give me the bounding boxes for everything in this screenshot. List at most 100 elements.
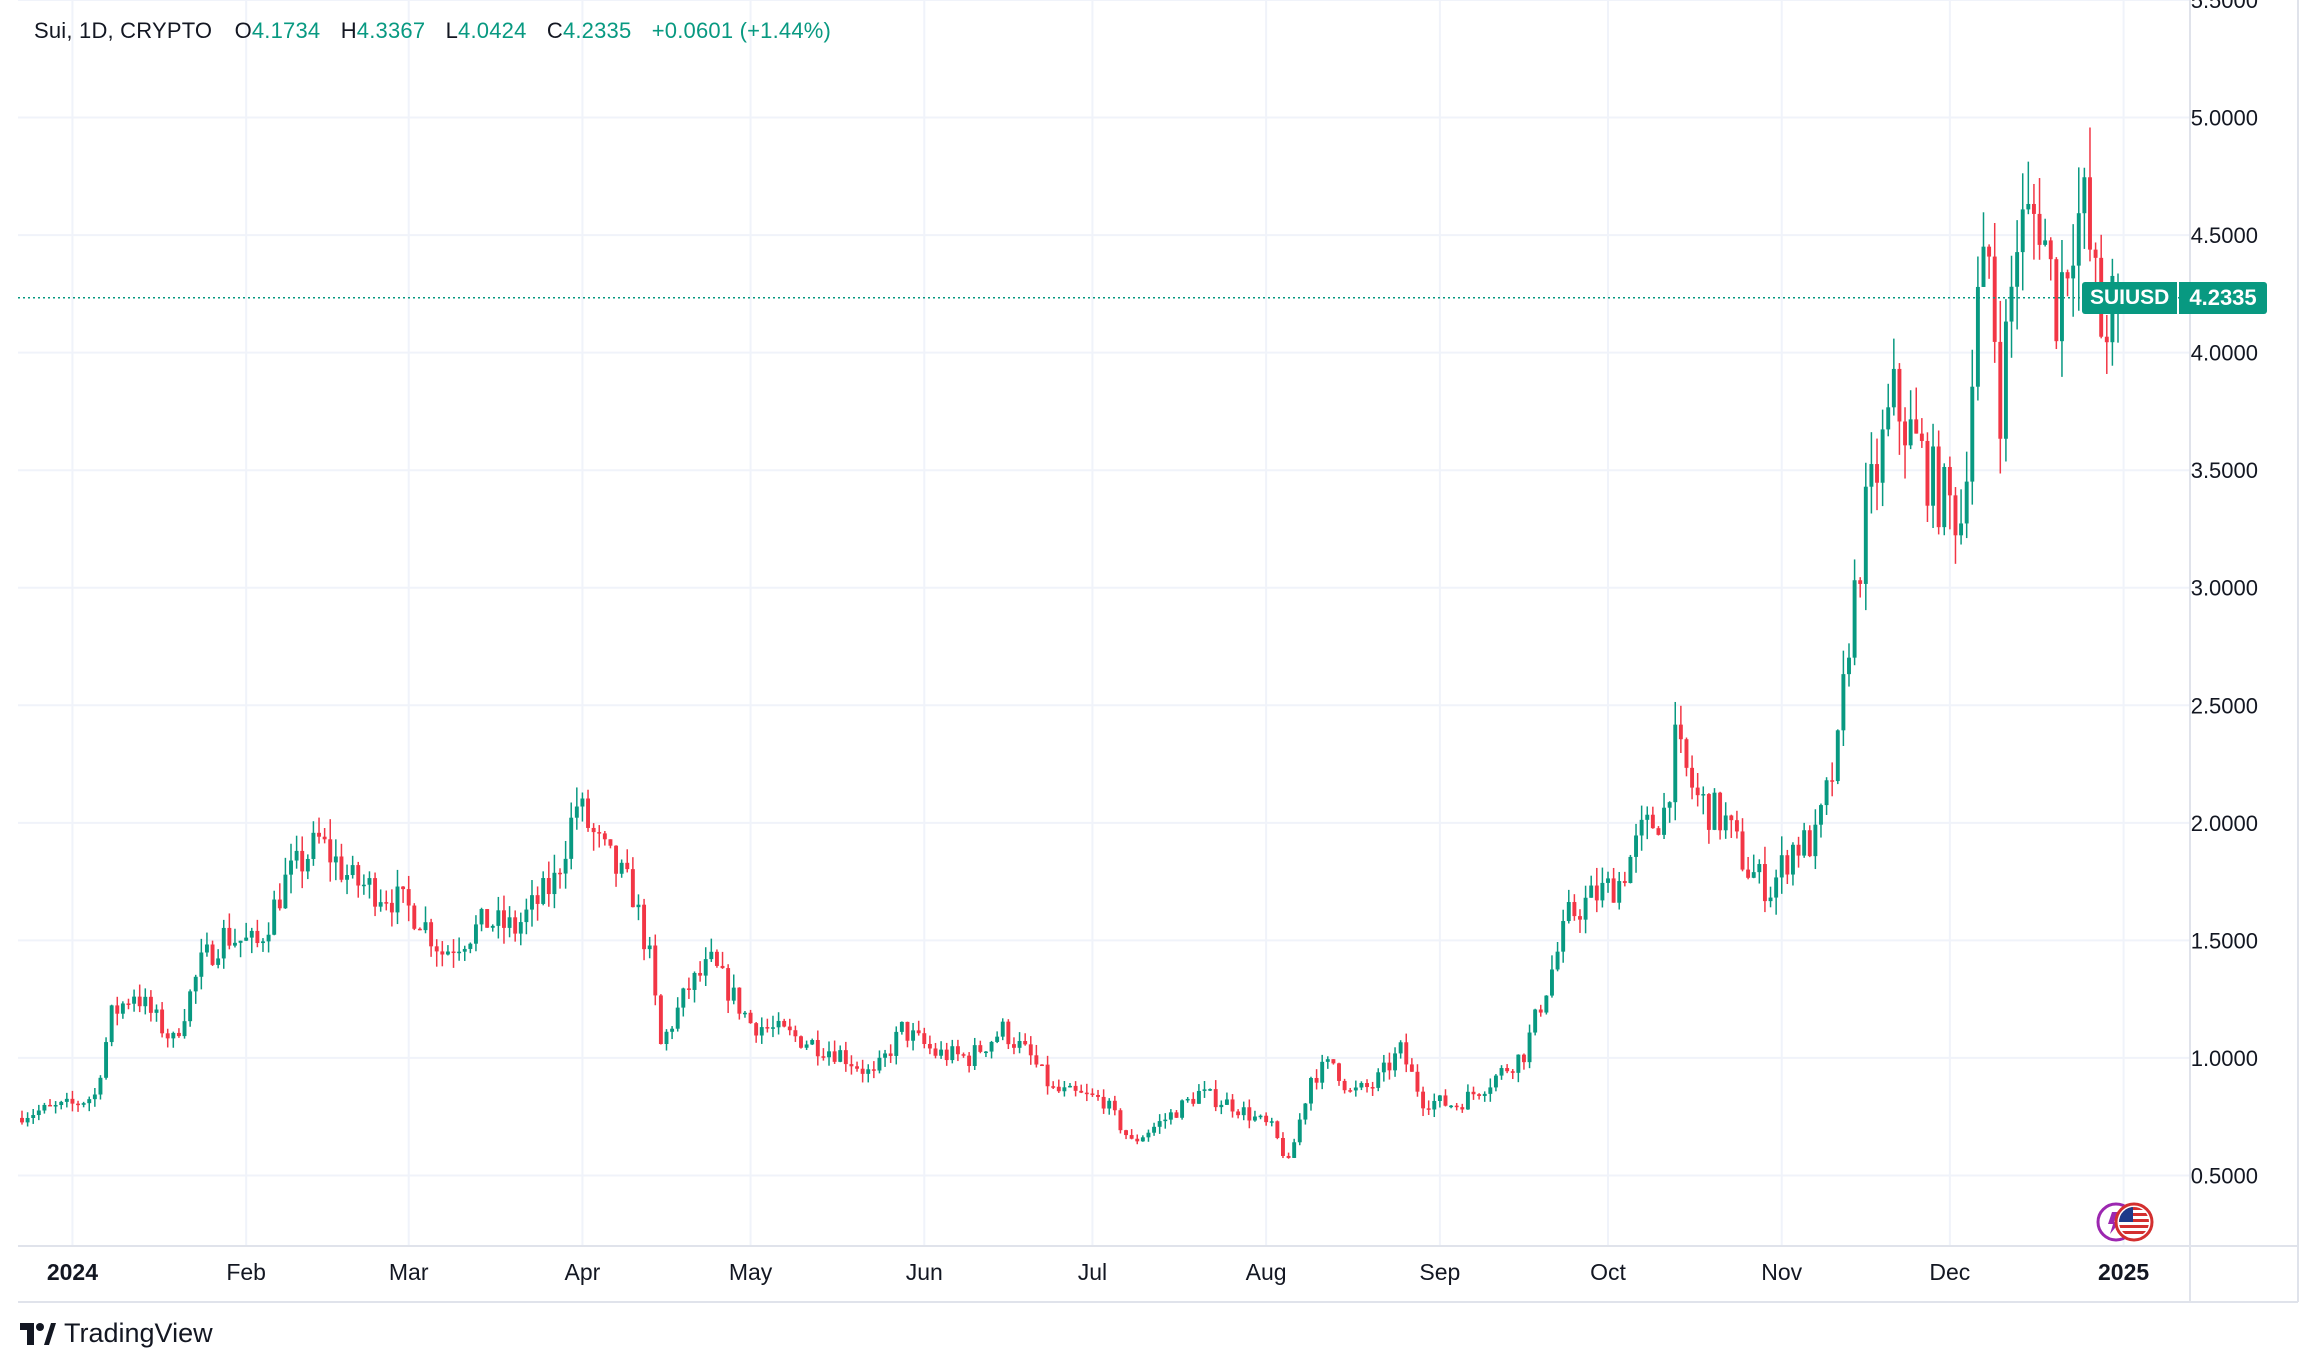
candle-body bbox=[2093, 249, 2098, 258]
candle-body bbox=[1723, 815, 1728, 831]
candle-body bbox=[698, 972, 703, 976]
candle-body bbox=[855, 1066, 859, 1069]
candle-body bbox=[558, 872, 562, 875]
candle-body bbox=[1376, 1072, 1381, 1088]
candle-body bbox=[518, 922, 523, 934]
candle-body bbox=[1813, 824, 1818, 857]
candle-body bbox=[843, 1050, 848, 1065]
y-tick-label: 4.5000 bbox=[2191, 223, 2258, 248]
candle-body bbox=[1998, 341, 2003, 439]
candle-body bbox=[776, 1020, 781, 1028]
candle-body bbox=[1090, 1093, 1095, 1095]
candle-body bbox=[1774, 877, 1779, 898]
us-flag-icon[interactable] bbox=[2114, 1202, 2154, 1242]
candle-body bbox=[1555, 951, 1560, 970]
candle-body bbox=[2104, 336, 2109, 343]
candle-body bbox=[1516, 1054, 1521, 1073]
candle-body bbox=[1331, 1059, 1336, 1064]
candle-body bbox=[423, 922, 428, 931]
candle-body bbox=[272, 899, 277, 935]
candle-body bbox=[1465, 1091, 1470, 1110]
candle-body bbox=[675, 1007, 680, 1029]
candle-body bbox=[1079, 1090, 1084, 1093]
candle-body bbox=[1320, 1061, 1325, 1083]
candle-body bbox=[1729, 815, 1734, 821]
candle-body bbox=[905, 1021, 910, 1041]
candle-body bbox=[793, 1030, 798, 1037]
candle-body bbox=[1746, 869, 1751, 878]
currency-flags[interactable] bbox=[2096, 1200, 2156, 1244]
candle-body bbox=[1712, 792, 1717, 830]
candle-body bbox=[1359, 1083, 1364, 1088]
candle-body bbox=[681, 988, 686, 1008]
candle-body bbox=[2060, 272, 2064, 342]
candle-body bbox=[1286, 1155, 1291, 1158]
legend-high-label: H bbox=[340, 18, 357, 43]
grid-lines bbox=[18, 0, 2190, 1246]
candle-body bbox=[468, 943, 473, 949]
x-tick-label: May bbox=[729, 1259, 773, 1285]
candle-body bbox=[490, 925, 495, 928]
candle-body bbox=[1925, 440, 1930, 506]
candle-body bbox=[1129, 1135, 1134, 1139]
candle-body bbox=[328, 839, 333, 863]
candle-body bbox=[1863, 486, 1868, 584]
tradingview-brand[interactable]: TradingView bbox=[20, 1318, 213, 1349]
candle-body bbox=[457, 951, 462, 954]
candle-body bbox=[1589, 885, 1594, 898]
candle-body bbox=[849, 1064, 854, 1067]
candle-body bbox=[1869, 464, 1874, 487]
candle-body bbox=[1886, 407, 1891, 430]
candle-body bbox=[989, 1041, 994, 1052]
candle-body bbox=[1297, 1119, 1302, 1143]
candle-body bbox=[586, 798, 590, 828]
candle-body bbox=[2082, 177, 2087, 214]
candle-body bbox=[877, 1057, 882, 1071]
legend-open-value: 4.1734 bbox=[251, 18, 321, 43]
candle-body bbox=[1437, 1095, 1442, 1101]
candle-body bbox=[1768, 897, 1773, 902]
candle-body bbox=[726, 968, 731, 1001]
candle-body bbox=[720, 965, 725, 969]
candle-body bbox=[574, 806, 579, 818]
candle-body bbox=[894, 1031, 899, 1056]
candle-body bbox=[1365, 1083, 1369, 1088]
candle-body bbox=[995, 1036, 1000, 1042]
candle-body bbox=[81, 1103, 86, 1105]
candle-body bbox=[1353, 1087, 1358, 1091]
candle-body bbox=[305, 858, 310, 872]
candle-body bbox=[1342, 1080, 1347, 1091]
candle-body bbox=[92, 1094, 97, 1100]
candle-body bbox=[2031, 203, 2036, 214]
candles bbox=[20, 127, 2120, 1159]
candle-body bbox=[36, 1110, 41, 1116]
candle-body bbox=[1152, 1126, 1157, 1133]
candle-body bbox=[2037, 213, 2042, 245]
candle-body bbox=[485, 909, 490, 928]
candle-body bbox=[277, 899, 282, 909]
y-tick-label: 3.5000 bbox=[2191, 458, 2258, 483]
candle-body bbox=[513, 917, 518, 934]
legend-symbol: Sui, 1D, CRYPTO bbox=[34, 18, 213, 43]
candle-body bbox=[1252, 1116, 1257, 1121]
candle-body bbox=[1561, 921, 1566, 952]
candle-body bbox=[546, 878, 551, 895]
candle-body bbox=[1264, 1115, 1269, 1123]
candle-body bbox=[1942, 466, 1947, 528]
candle-body bbox=[1337, 1063, 1341, 1081]
candle-body bbox=[1381, 1062, 1386, 1073]
candle-body bbox=[614, 845, 619, 874]
candle-body bbox=[927, 1043, 932, 1049]
candle-body bbox=[333, 856, 338, 863]
candle-body bbox=[339, 856, 344, 880]
candle-body bbox=[765, 1027, 770, 1029]
candle-body bbox=[473, 924, 478, 944]
candle-body bbox=[210, 944, 215, 965]
candle-body bbox=[126, 1003, 131, 1005]
candle-body bbox=[104, 1042, 109, 1078]
candle-body bbox=[401, 886, 406, 890]
candle-body bbox=[1992, 256, 1997, 342]
candle-body bbox=[815, 1040, 820, 1057]
